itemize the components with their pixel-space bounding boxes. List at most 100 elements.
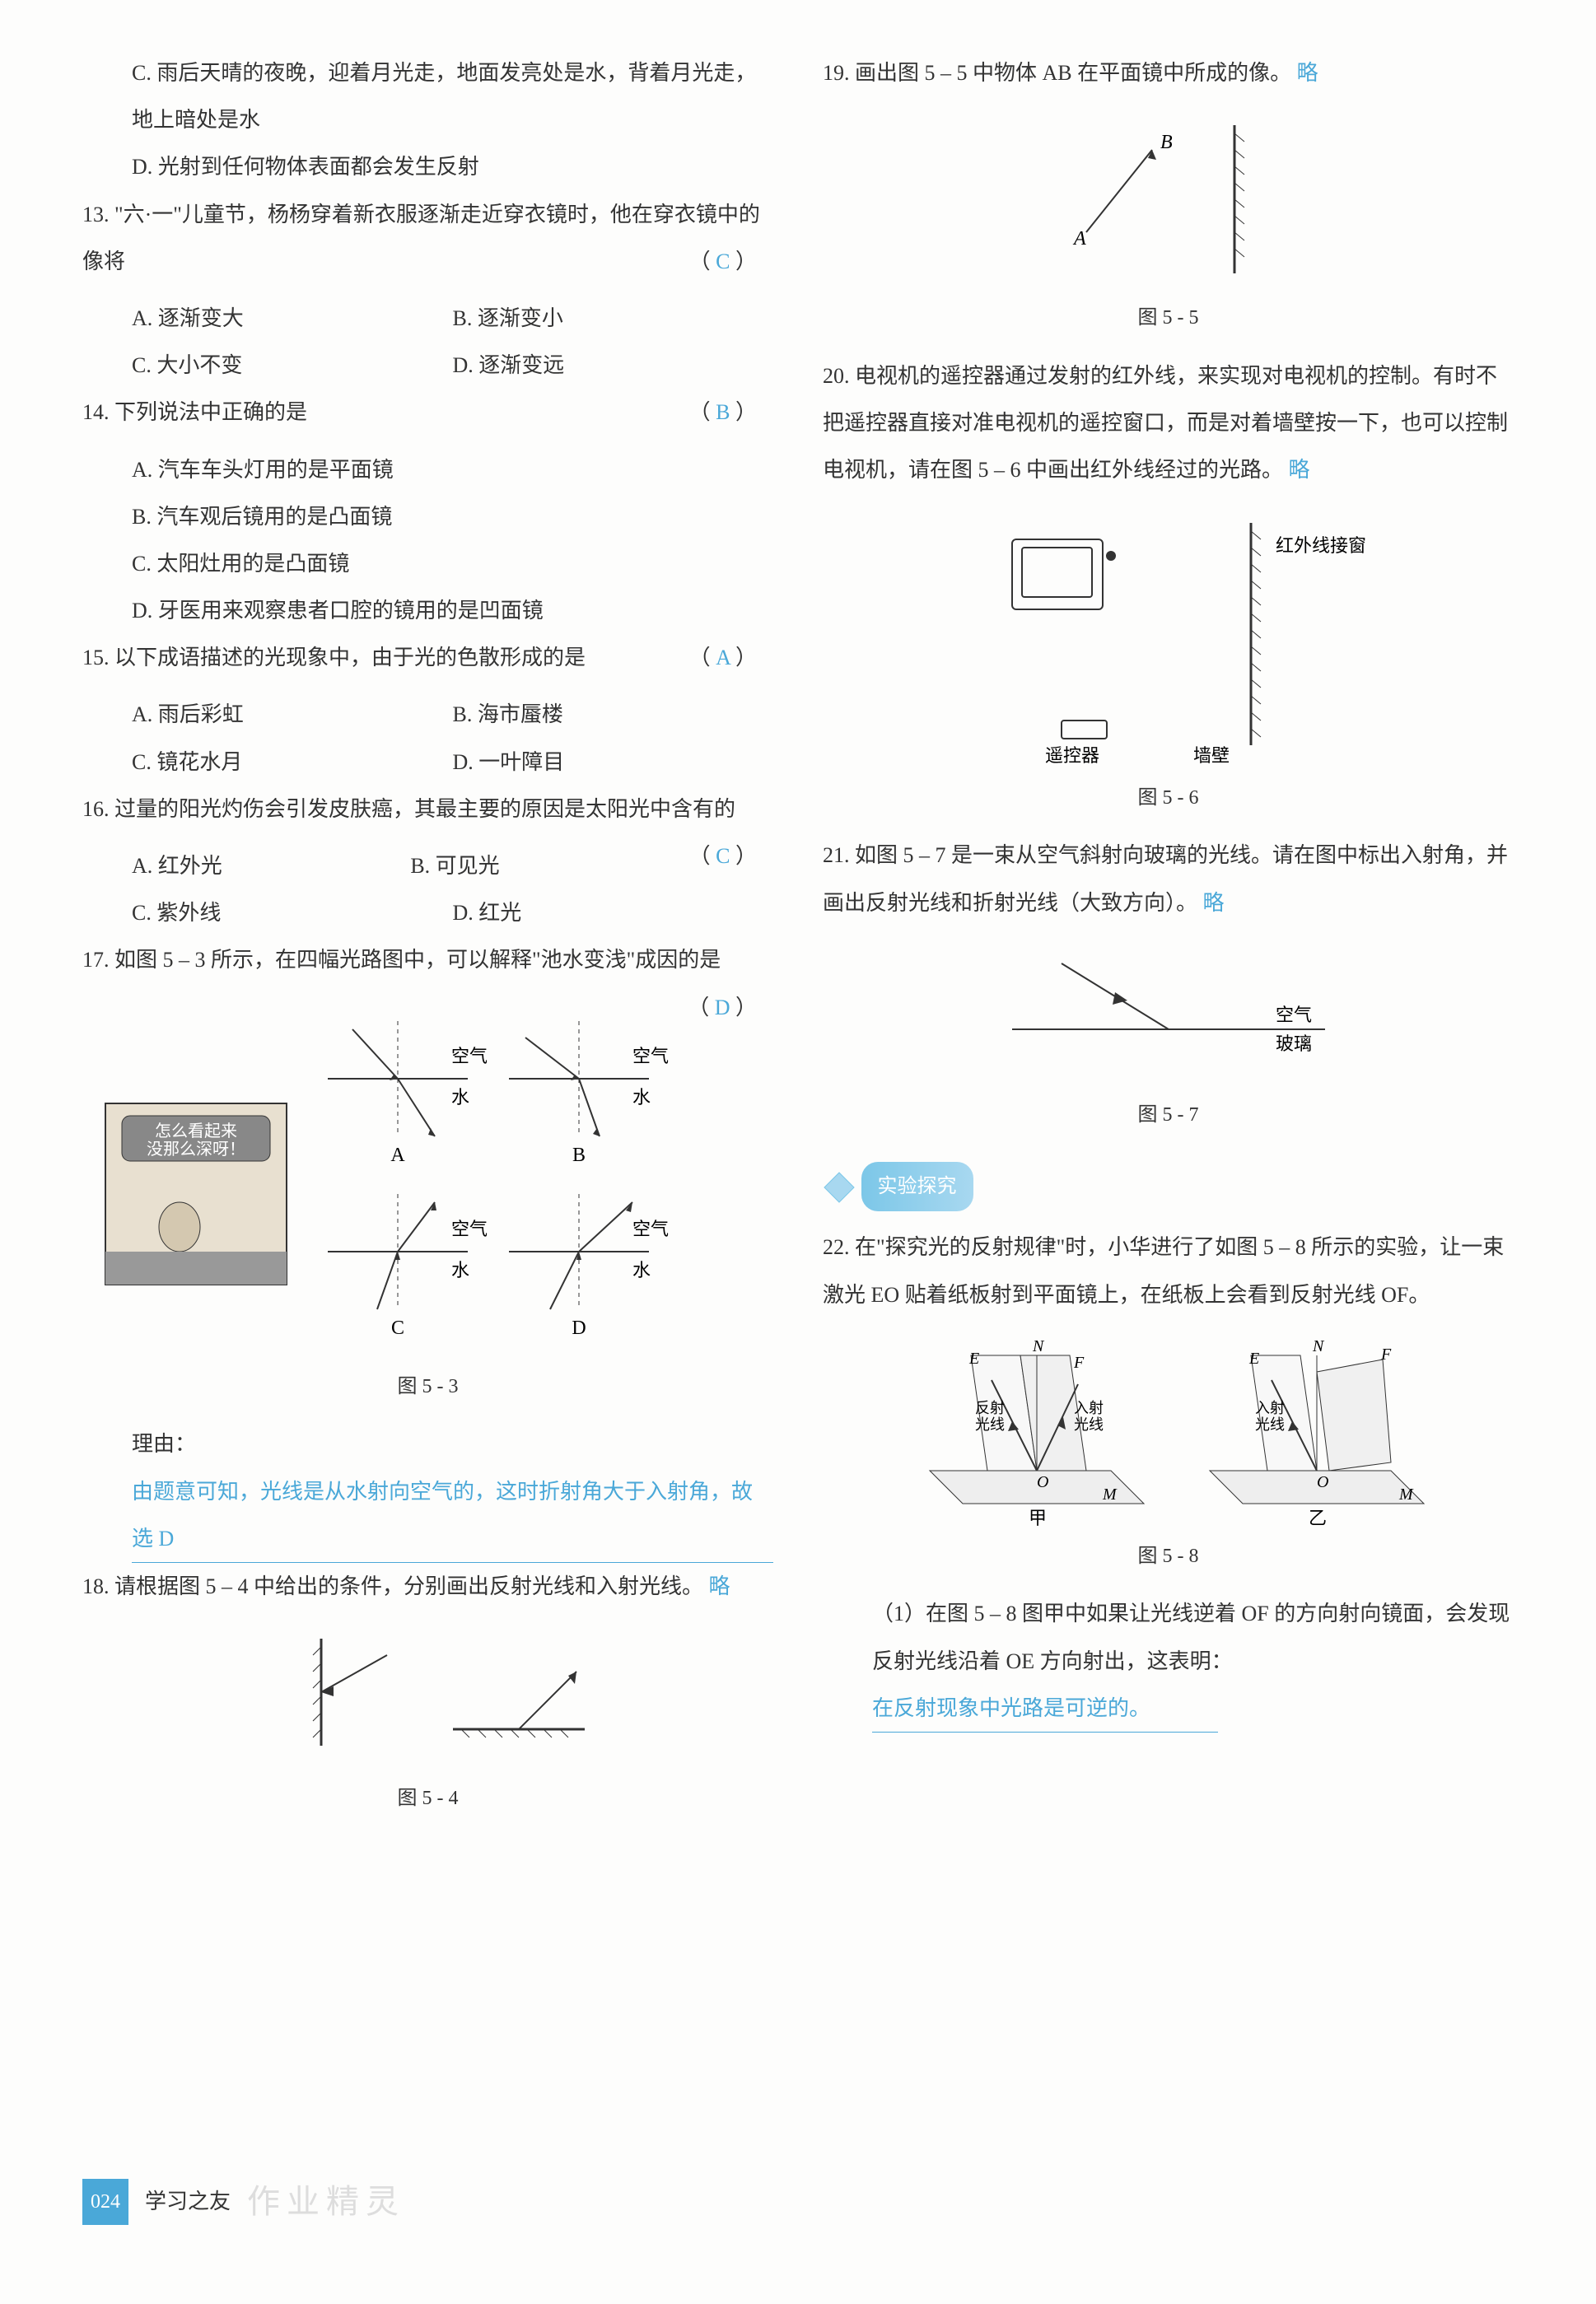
svg-text:水: 水 bbox=[451, 1087, 469, 1108]
svg-text:水: 水 bbox=[451, 1260, 469, 1280]
q16-option-b: B. 可见光 bbox=[410, 842, 688, 889]
svg-text:空气: 空气 bbox=[1276, 1005, 1312, 1025]
q18-answer: 略 bbox=[709, 1574, 730, 1598]
svg-text:E: E bbox=[1248, 1350, 1259, 1368]
q14-text: 14. 下列说法中正确的是 bbox=[82, 400, 307, 424]
q14-option-b: B. 汽车观后镜用的是凸面镜 bbox=[82, 493, 773, 540]
q17-reason: 理由： 由题意可知，光线是从水射向空气的，这时折射角大于入射角，故选 D bbox=[82, 1420, 773, 1563]
q13-option-c: C. 大小不变 bbox=[132, 342, 453, 389]
svg-text:空气: 空气 bbox=[451, 1046, 488, 1066]
svg-text:空气: 空气 bbox=[632, 1219, 669, 1239]
svg-text:M: M bbox=[1398, 1485, 1414, 1504]
q20-answer: 略 bbox=[1289, 458, 1310, 482]
svg-text:光线: 光线 bbox=[975, 1416, 1005, 1433]
q15-option-c: C. 镜花水月 bbox=[132, 739, 453, 786]
svg-text:光线: 光线 bbox=[1255, 1416, 1285, 1433]
figure-5-5: B A 图 5 - 5 bbox=[823, 109, 1514, 340]
svg-text:反射: 反射 bbox=[975, 1400, 1005, 1416]
q20-text: 20. 电视机的遥控器通过发射的红外线，来实现对电视机的控制。有时不把遥控器直接… bbox=[823, 364, 1508, 482]
q15: 15. 以下成语描述的光现象中，由于光的色散形成的是 （ A ） bbox=[82, 634, 773, 681]
q17-text: 17. 如图 5 – 3 所示，在四幅光路图中，可以解释"池水变浅"成因的是 bbox=[82, 948, 721, 972]
section-badge-text: 实验探究 bbox=[861, 1162, 973, 1212]
q19-answer: 略 bbox=[1297, 61, 1318, 85]
figure-5-8: E N F O M 反射 光线 入射 光线 甲 bbox=[823, 1331, 1514, 1579]
q13-option-a: A. 逐渐变大 bbox=[132, 295, 453, 342]
q22-1-answer: 在反射现象中光路是可逆的。 bbox=[872, 1685, 1218, 1733]
q14-answer: B bbox=[716, 400, 730, 424]
q22-part1: （1）在图 5 – 8 图甲中如果让光线逆着 OF 的方向射向镜面，会发现反射光… bbox=[823, 1590, 1514, 1733]
svg-text:光线: 光线 bbox=[1074, 1416, 1104, 1433]
svg-text:甲: 甲 bbox=[1029, 1508, 1047, 1528]
svg-text:空气: 空气 bbox=[451, 1219, 488, 1239]
q15-option-a: A. 雨后彩虹 bbox=[132, 691, 453, 738]
svg-text:B: B bbox=[1160, 132, 1173, 153]
figure-5-6-caption: 图 5 - 6 bbox=[823, 777, 1514, 820]
svg-text:F: F bbox=[1073, 1354, 1085, 1372]
svg-text:A: A bbox=[390, 1145, 405, 1166]
figure-5-7: 空气 玻璃 图 5 - 7 bbox=[823, 939, 1514, 1137]
q16-option-d: D. 红光 bbox=[453, 889, 774, 936]
q16-text: 16. 过量的阳光灼伤会引发皮肤癌，其最主要的原因是太阳光中含有的 bbox=[82, 797, 735, 821]
page-footer: 024 学习之友 作业精灵 bbox=[82, 2166, 405, 2238]
svg-text:水: 水 bbox=[632, 1260, 651, 1280]
q21-text: 21. 如图 5 – 7 是一束从空气斜射向玻璃的光线。请在图中标出入射角，并画… bbox=[823, 843, 1508, 914]
q19-text: 19. 画出图 5 – 5 中物体 AB 在平面镜中所成的像。 bbox=[823, 61, 1291, 85]
q15-answer: A bbox=[716, 646, 730, 669]
section-experiment: 实验探究 bbox=[823, 1150, 1514, 1224]
svg-text:C: C bbox=[391, 1318, 404, 1339]
q12-option-c: C. 雨后天晴的夜晚，迎着月光走，地面发亮处是水，背着月光走，地上暗处是水 bbox=[82, 49, 773, 143]
svg-text:F: F bbox=[1380, 1346, 1392, 1364]
q16-answer: C bbox=[716, 844, 730, 868]
svg-text:红外线接窗: 红外线接窗 bbox=[1276, 535, 1366, 556]
q17: 17. 如图 5 – 3 所示，在四幅光路图中，可以解释"池水变浅"成因的是 （… bbox=[82, 936, 773, 983]
figure-5-8-caption: 图 5 - 8 bbox=[823, 1535, 1514, 1579]
q14: 14. 下列说法中正确的是 （ B ） bbox=[82, 389, 773, 436]
q16-option-a: A. 红外光 bbox=[132, 842, 410, 889]
q22-1-text: （1）在图 5 – 8 图甲中如果让光线逆着 OF 的方向射向镜面，会发现反射光… bbox=[872, 1602, 1510, 1672]
q15-text: 15. 以下成语描述的光现象中，由于光的色散形成的是 bbox=[82, 646, 586, 669]
q18: 18. 请根据图 5 – 4 中给出的条件，分别画出反射光线和入射光线。 略 bbox=[82, 1563, 773, 1610]
q22: 22. 在"探究光的反射规律"时，小华进行了如图 5 – 8 所示的实验，让一束… bbox=[823, 1224, 1514, 1318]
q20: 20. 电视机的遥控器通过发射的红外线，来实现对电视机的控制。有时不把遥控器直接… bbox=[823, 352, 1514, 494]
svg-text:水: 水 bbox=[632, 1087, 651, 1108]
q14-option-c: C. 太阳灶用的是凸面镜 bbox=[82, 540, 773, 587]
q13-answer: C bbox=[716, 250, 730, 273]
svg-text:入射: 入射 bbox=[1074, 1400, 1104, 1416]
q14-option-a: A. 汽车车头灯用的是平面镜 bbox=[82, 446, 773, 493]
q18-text: 18. 请根据图 5 – 4 中给出的条件，分别画出反射光线和入射光线。 bbox=[82, 1574, 703, 1598]
q12-option-d: D. 光射到任何物体表面都会发生反射 bbox=[82, 143, 773, 190]
q15-option-b: B. 海市蜃楼 bbox=[453, 691, 774, 738]
svg-text:O: O bbox=[1037, 1473, 1048, 1491]
q17-reason-text: 由题意可知，光线是从水射向空气的，这时折射角大于入射角，故选 D bbox=[132, 1468, 773, 1563]
q15-option-d: D. 一叶障目 bbox=[453, 739, 774, 786]
svg-text:墙壁: 墙壁 bbox=[1193, 745, 1230, 766]
figure-5-4-caption: 图 5 - 4 bbox=[82, 1777, 773, 1821]
footer-title: 学习之友 bbox=[145, 2178, 231, 2225]
q13-option-b: B. 逐渐变小 bbox=[453, 295, 774, 342]
svg-text:没那么深呀！: 没那么深呀！ bbox=[147, 1140, 245, 1159]
svg-text:入射: 入射 bbox=[1255, 1400, 1285, 1416]
figure-5-6: 红外线接窗 遥控器 墙壁 图 5 - 6 bbox=[823, 506, 1514, 820]
q16: 16. 过量的阳光灼伤会引发皮肤癌，其最主要的原因是太阳光中含有的 （ C ） bbox=[82, 786, 773, 833]
svg-text:M: M bbox=[1102, 1485, 1118, 1504]
svg-text:N: N bbox=[1032, 1337, 1045, 1355]
svg-text:空气: 空气 bbox=[632, 1046, 669, 1066]
svg-text:B: B bbox=[572, 1145, 586, 1166]
q14-option-d: D. 牙医用来观察患者口腔的镜用的是凹面镜 bbox=[82, 587, 773, 634]
q13-option-d: D. 逐渐变远 bbox=[453, 342, 774, 389]
figure-5-5-caption: 图 5 - 5 bbox=[823, 296, 1514, 340]
q21: 21. 如图 5 – 7 是一束从空气斜射向玻璃的光线。请在图中标出入射角，并画… bbox=[823, 832, 1514, 926]
page-number: 024 bbox=[82, 2179, 128, 2226]
q19: 19. 画出图 5 – 5 中物体 AB 在平面镜中所成的像。 略 bbox=[823, 49, 1514, 96]
svg-text:N: N bbox=[1312, 1337, 1325, 1355]
svg-text:遥控器: 遥控器 bbox=[1045, 745, 1099, 766]
svg-text:玻璃: 玻璃 bbox=[1276, 1033, 1312, 1054]
q17-answer: D bbox=[715, 996, 730, 1019]
q13: 13. "六·一"儿童节，杨杨穿着新衣服逐渐走近穿衣镜时，他在穿衣镜中的像将 （… bbox=[82, 191, 773, 285]
svg-text:乙: 乙 bbox=[1309, 1508, 1327, 1528]
figure-5-3-caption: 图 5 - 3 bbox=[82, 1365, 773, 1409]
q16-option-c: C. 紫外线 bbox=[132, 889, 453, 936]
q22-text: 22. 在"探究光的反射规律"时，小华进行了如图 5 – 8 所示的实验，让一束… bbox=[823, 1235, 1504, 1306]
watermark: 作业精灵 bbox=[247, 2166, 405, 2238]
figure-5-4: 图 5 - 4 bbox=[82, 1622, 773, 1821]
